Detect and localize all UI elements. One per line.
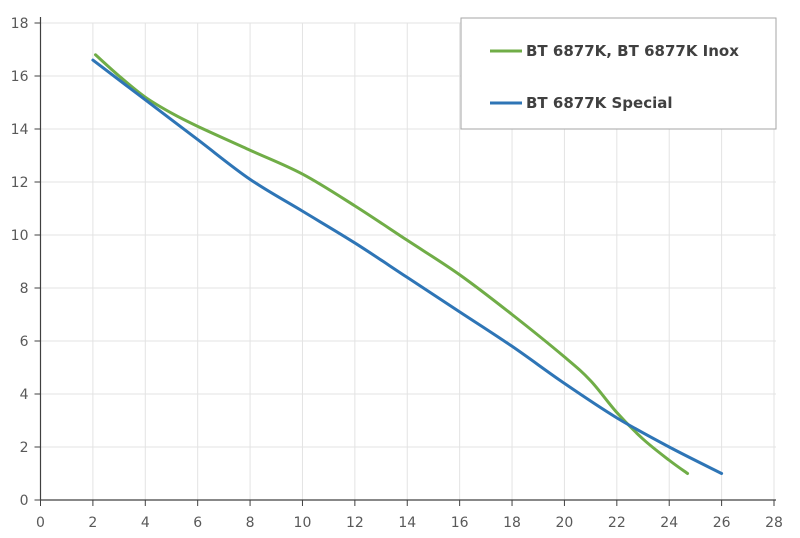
x-tick-label: 0 — [36, 515, 45, 531]
y-tick-label: 4 — [20, 387, 29, 403]
y-tick-label: 6 — [20, 334, 29, 350]
x-tick-label: 10 — [294, 515, 312, 531]
series-line-0 — [94, 53, 690, 475]
x-tick-label: 22 — [608, 515, 626, 531]
y-tick-label: 10 — [11, 228, 29, 244]
x-tick-label: 4 — [141, 515, 150, 531]
x-tick-label: 26 — [713, 515, 731, 531]
x-tick-label: 20 — [556, 515, 574, 531]
y-tick-label: 14 — [11, 122, 29, 138]
y-tick-label: 2 — [20, 440, 29, 456]
x-tick-label: 12 — [346, 515, 364, 531]
x-tick-label: 16 — [451, 515, 469, 531]
x-tick-label: 14 — [398, 515, 416, 531]
series-lines — [91, 53, 724, 475]
legend-box — [460, 17, 777, 130]
x-tick-label: 24 — [660, 515, 678, 531]
y-tick-label: 16 — [11, 69, 29, 85]
x-tick-label: 18 — [503, 515, 521, 531]
series-line-1 — [91, 58, 724, 475]
y-tick-label: 12 — [11, 175, 29, 191]
legend-label-0: BT 6877K, BT 6877K Inox — [526, 42, 739, 60]
y-tick-label: 0 — [20, 493, 29, 509]
x-tick-label: 28 — [765, 515, 783, 531]
x-tick-label: 6 — [193, 515, 202, 531]
x-tick-label: 8 — [246, 515, 255, 531]
y-tick-label: 18 — [11, 16, 29, 32]
y-tick-label: 8 — [20, 281, 29, 297]
legend-label-1: BT 6877K Special — [526, 94, 673, 112]
axes — [34, 17, 776, 506]
legend: BT 6877K, BT 6877K Inox BT 6877K Special — [460, 17, 777, 130]
x-tick-label: 2 — [88, 515, 97, 531]
